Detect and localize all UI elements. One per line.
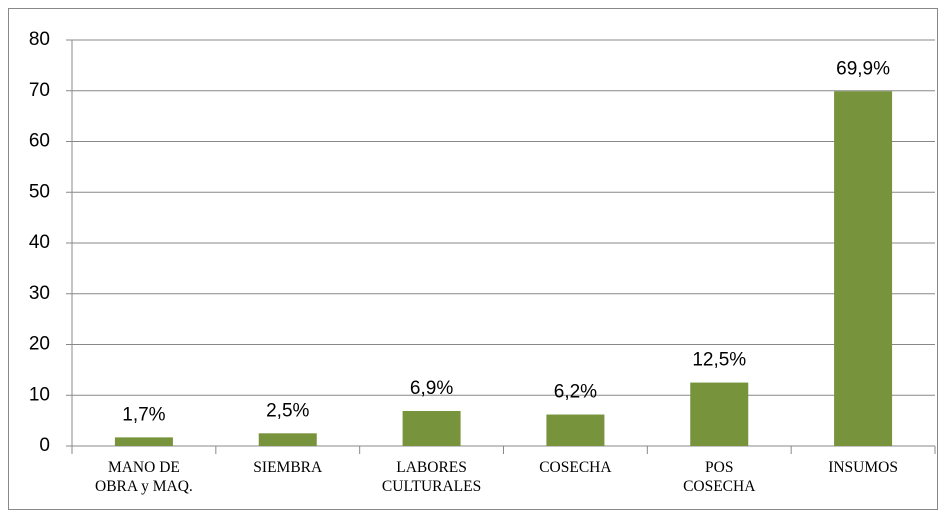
- bar: [114, 437, 173, 446]
- bar: [834, 91, 893, 446]
- x-tick-label: LABORES CULTURALES: [381, 459, 482, 495]
- data-label: 69,9%: [836, 58, 890, 79]
- bar: [402, 410, 461, 446]
- y-tick-label: 40: [29, 232, 50, 253]
- x-tick-label: SIEMBRA: [253, 459, 323, 476]
- data-label: 12,5%: [692, 350, 746, 371]
- x-tick-label: INSUMOS: [828, 459, 898, 476]
- y-tick-label: 60: [29, 131, 50, 152]
- data-label: 6,9%: [410, 378, 453, 399]
- bar: [258, 433, 317, 446]
- y-tick-label: 70: [29, 80, 50, 101]
- y-tick-label: 30: [29, 283, 50, 304]
- bar: [546, 414, 605, 446]
- y-tick-label: 10: [29, 384, 50, 405]
- bar: [690, 382, 749, 446]
- chart-frame: [8, 8, 938, 510]
- data-label: 2,5%: [266, 400, 309, 421]
- y-tick-label: 80: [29, 29, 50, 50]
- x-tick-label: POS COSECHA: [683, 459, 756, 495]
- y-tick-label: 50: [29, 181, 50, 202]
- data-label: 1,7%: [122, 404, 165, 425]
- x-tick-label: MANO DE OBRA y MAQ.: [95, 459, 193, 495]
- data-label: 6,2%: [554, 382, 597, 403]
- y-tick-label: 0: [39, 435, 50, 456]
- x-tick-label: COSECHA: [539, 459, 612, 476]
- y-tick-label: 20: [29, 334, 50, 355]
